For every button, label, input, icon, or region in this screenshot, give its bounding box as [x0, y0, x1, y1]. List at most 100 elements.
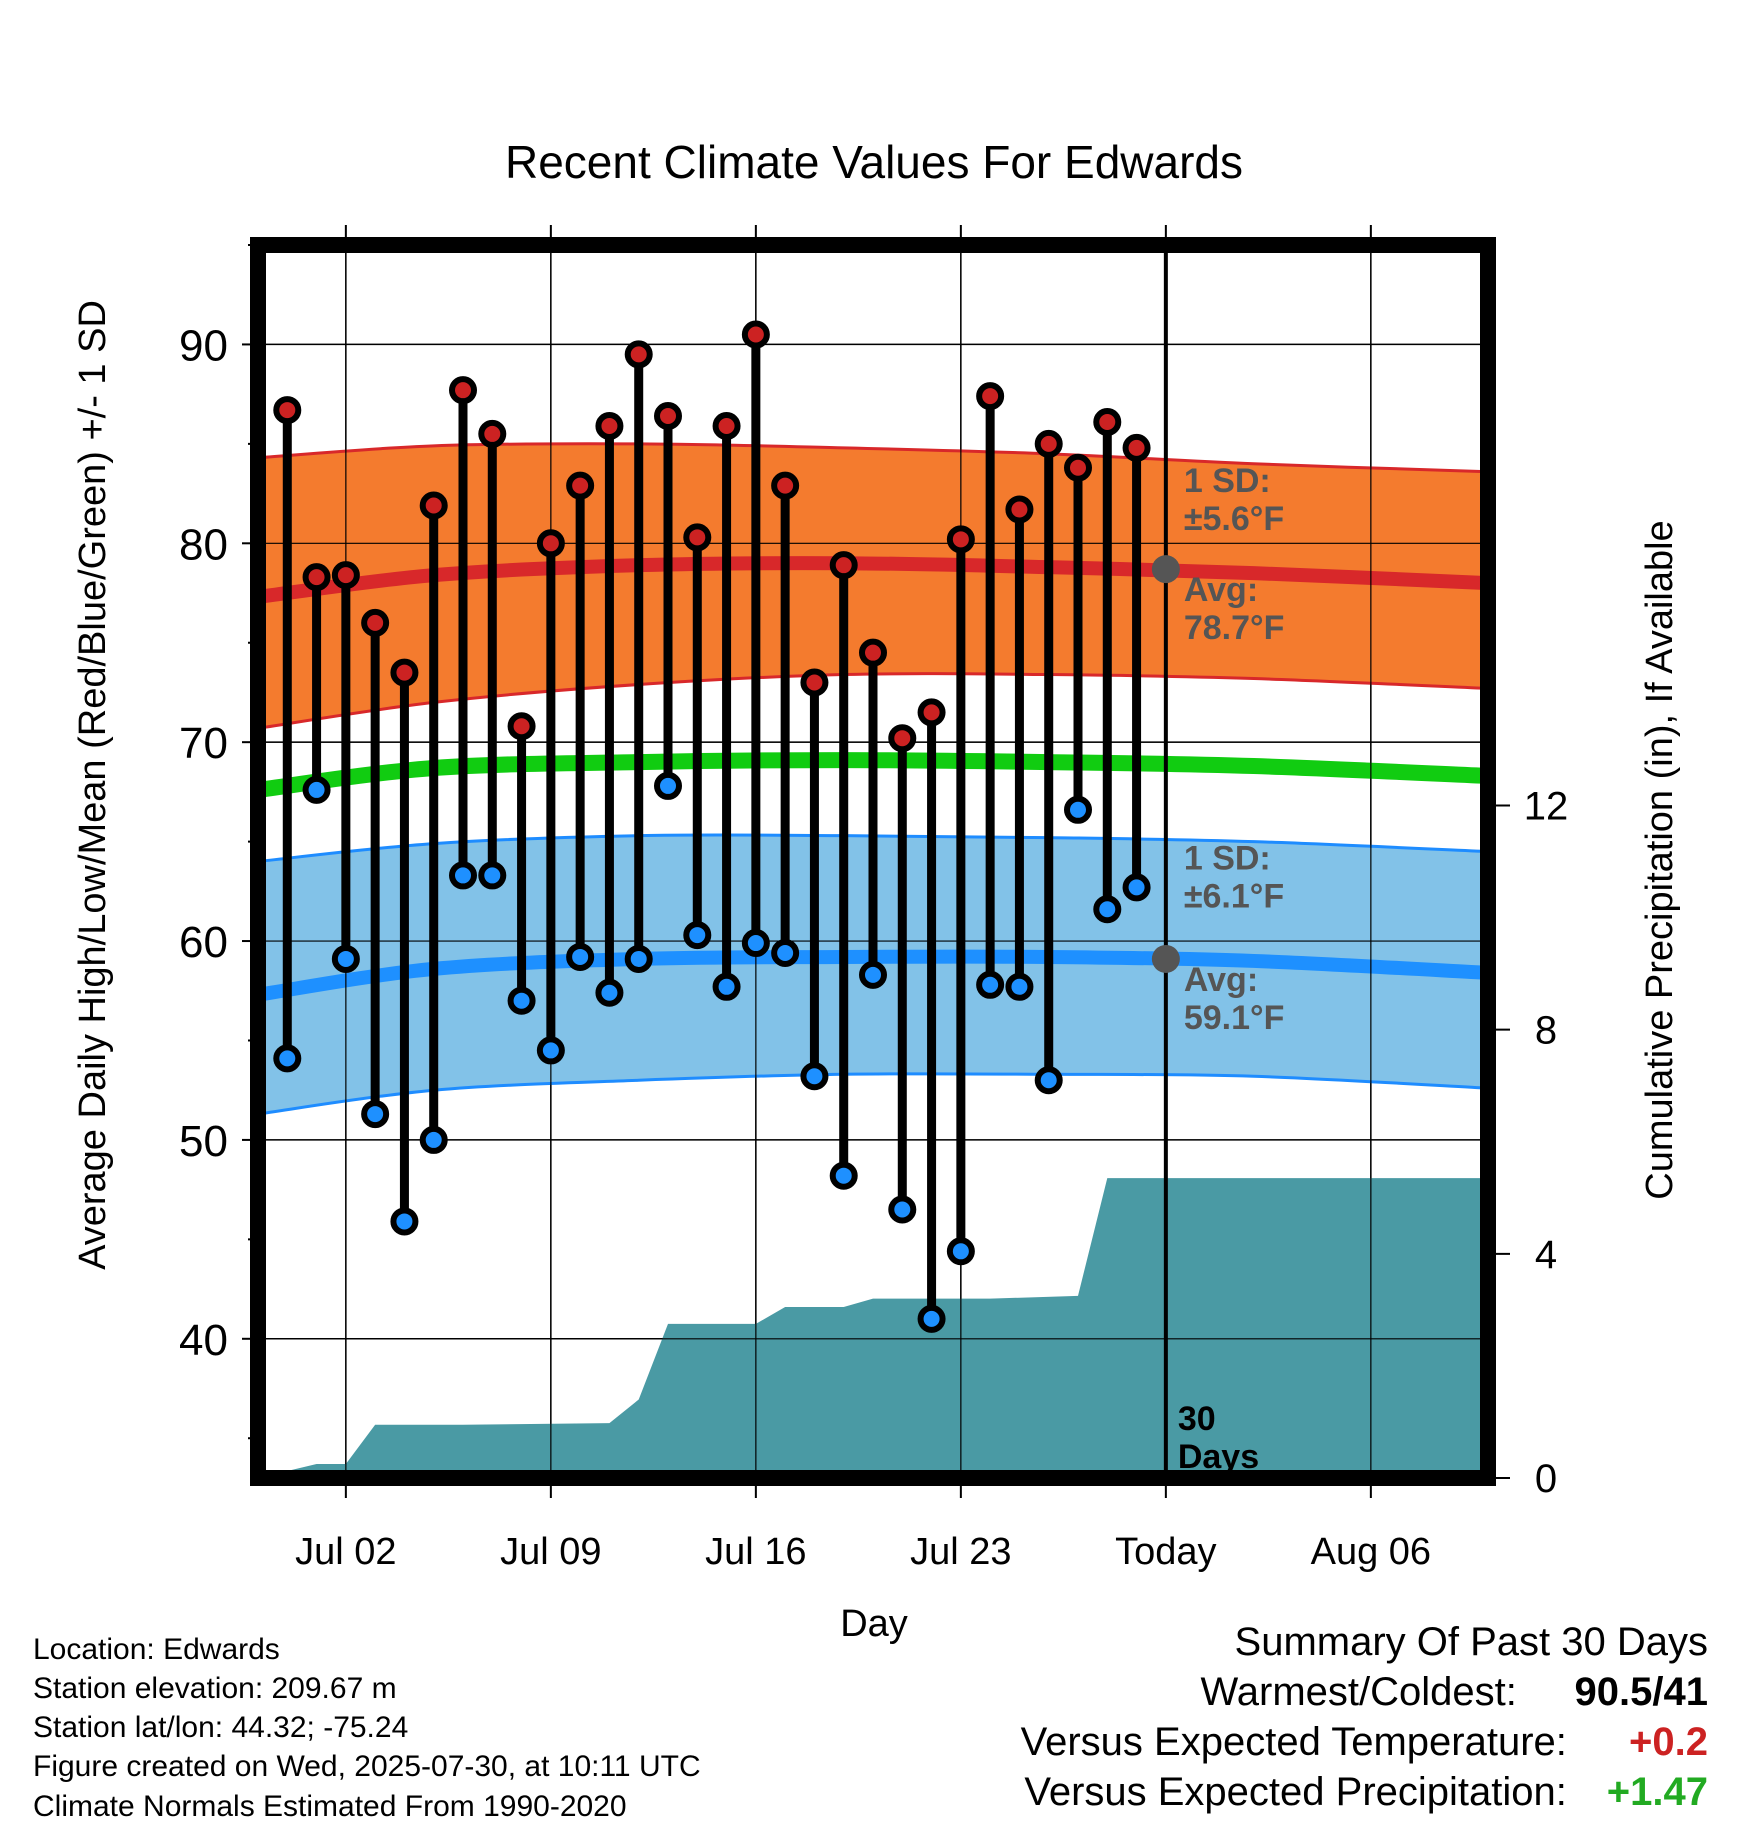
daily-low-point	[888, 1195, 917, 1224]
daily-low-point	[1034, 1066, 1063, 1095]
summary-temp-label: Versus Expected Temperature:	[1020, 1720, 1567, 1764]
y2-tick-label: 4	[1535, 1233, 1557, 1277]
daily-low-point	[1005, 972, 1034, 1001]
daily-high-point	[331, 561, 360, 590]
y-axis-label: Average Daily High/Low/Mean (Red/Blue/Gr…	[72, 300, 114, 1270]
daily-low-point	[1122, 873, 1151, 902]
daily-low-point	[449, 861, 477, 890]
daily-high-point	[595, 411, 624, 440]
daily-high-point	[419, 491, 448, 520]
daily-high-point	[859, 638, 887, 667]
x-tick-label: Today	[1115, 1531, 1216, 1573]
y-tick-label: 70	[179, 719, 228, 768]
high-sd-label: 1 SD:	[1184, 462, 1271, 500]
low-sd-value: ±6.1°F	[1184, 878, 1284, 916]
daily-high-point	[946, 525, 975, 554]
high-avg-today-marker	[1151, 555, 1180, 584]
daily-high-point	[1005, 495, 1034, 524]
footer-created: Figure created on Wed, 2025-07-30, at 10…	[33, 1750, 701, 1783]
daily-high-point	[1034, 429, 1063, 458]
summary-warmest-row: Warmest/Coldest: 90.5/41	[1201, 1670, 1709, 1715]
daily-high-point	[712, 411, 741, 440]
high-band-upper-edge	[258, 442, 1488, 474]
daily-low-point	[331, 944, 360, 973]
daily-low-point	[507, 986, 536, 1015]
daily-low-point	[654, 771, 682, 800]
daily-high-point	[536, 529, 565, 558]
y-tick-label: 90	[179, 321, 228, 370]
x-tick-label: Jul 23	[910, 1531, 1011, 1573]
daily-low-point	[273, 1044, 302, 1073]
x-tick-label: Jul 16	[705, 1531, 806, 1573]
x-tick-label: Aug 06	[1311, 1531, 1431, 1573]
days-word-label: Days	[1178, 1438, 1259, 1476]
summary-precip-row: Versus Expected Precipitation: +1.47	[1024, 1770, 1708, 1815]
high-sd-band	[258, 443, 1488, 729]
low-sd-label: 1 SD:	[1184, 840, 1271, 878]
y2-tick-label: 12	[1524, 784, 1569, 828]
daily-low-point	[478, 861, 507, 890]
daily-high-point	[976, 382, 1005, 411]
daily-low-point	[302, 775, 331, 804]
daily-high-point	[683, 523, 712, 552]
plot-clip-group	[258, 245, 1488, 1478]
y-tick-label: 80	[179, 520, 228, 569]
daily-low-point	[1093, 895, 1122, 924]
daily-low-point	[390, 1207, 419, 1236]
daily-high-point	[1093, 407, 1122, 436]
days-count-label: 30	[1178, 1400, 1216, 1438]
footer-location: Location: Edwards	[33, 1633, 280, 1666]
daily-low-point	[741, 929, 770, 958]
daily-high-point	[917, 698, 946, 727]
cumulative-precip-area	[258, 1178, 1488, 1478]
daily-low-point	[829, 1161, 858, 1190]
summary-precip-value: +1.47	[1606, 1770, 1708, 1814]
daily-high-point	[888, 724, 917, 753]
high-sd-value: ±5.6°F	[1184, 500, 1284, 538]
y2-tick-label: 8	[1535, 1009, 1557, 1053]
footer-elevation: Station elevation: 209.67 m	[33, 1672, 397, 1705]
daily-low-point	[361, 1100, 390, 1129]
plot-frame	[250, 237, 1496, 1486]
summary-warmest-value: 90.5/41	[1574, 1670, 1708, 1714]
daily-high-point	[771, 471, 800, 500]
summary-warmest-label: Warmest/Coldest:	[1200, 1670, 1517, 1714]
daily-high-point	[361, 608, 390, 637]
x-tick-label: Jul 02	[295, 1531, 396, 1573]
daily-high-point	[1064, 453, 1092, 482]
daily-high-point	[1122, 433, 1151, 462]
daily-low-point	[946, 1237, 975, 1266]
low-avg-today-marker	[1151, 944, 1180, 973]
footer-normals: Climate Normals Estimated From 1990-2020	[33, 1790, 627, 1823]
summary-precip-label: Versus Expected Precipitation:	[1024, 1770, 1567, 1814]
x-axis-label: Day	[840, 1603, 908, 1645]
daily-low-point	[566, 942, 595, 971]
daily-high-point	[390, 658, 419, 687]
summary-title: Summary Of Past 30 Days	[1234, 1620, 1708, 1664]
daily-low-point	[976, 970, 1005, 999]
daily-high-point	[566, 471, 595, 500]
daily-low-point	[800, 1062, 829, 1091]
daily-high-point	[624, 340, 653, 369]
x-tick-label: Jul 09	[500, 1531, 601, 1573]
daily-low-point	[917, 1304, 946, 1333]
daily-low-point	[536, 1036, 565, 1065]
daily-low-point	[683, 921, 712, 950]
daily-high-point	[654, 402, 682, 431]
daily-high-point	[449, 376, 477, 405]
daily-low-point	[419, 1125, 448, 1154]
high-avg-value: 78.7°F	[1184, 609, 1285, 647]
chart-title: Recent Climate Values For Edwards	[505, 136, 1243, 188]
daily-low-point	[624, 944, 653, 973]
daily-low-point	[859, 960, 887, 989]
daily-low-point	[712, 972, 741, 1001]
footer-latlon: Station lat/lon: 44.32; -75.24	[33, 1711, 409, 1744]
daily-high-point	[507, 712, 536, 741]
daily-high-point	[741, 320, 770, 349]
summary-temp-value: +0.2	[1629, 1720, 1708, 1764]
y-tick-label: 50	[179, 1117, 228, 1166]
daily-high-point	[478, 419, 507, 448]
summary-temp-row: Versus Expected Temperature: +0.2	[1021, 1720, 1708, 1765]
